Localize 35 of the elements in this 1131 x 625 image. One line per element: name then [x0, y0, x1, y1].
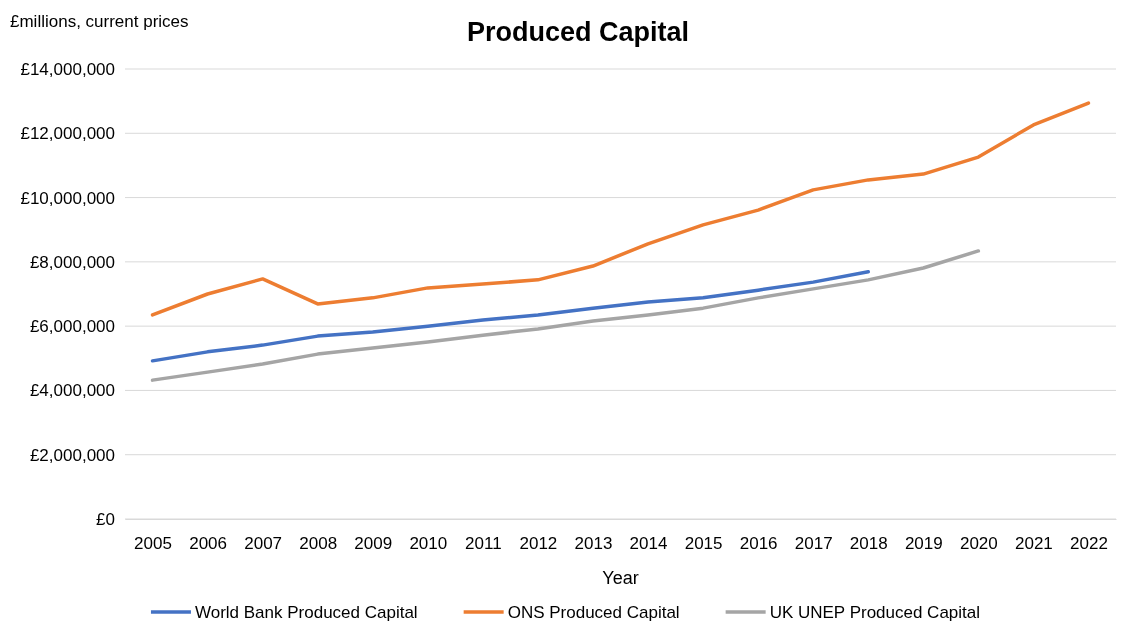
chart-title: Produced Capital: [466, 17, 690, 47]
y-tick-label: £8,000,000: [29, 252, 115, 272]
x-tick-label: 2022: [1070, 534, 1108, 554]
x-tick-label: 2012: [519, 534, 558, 554]
x-tick-label: 2006: [189, 534, 227, 554]
line-series: [150, 270, 870, 363]
x-tick-label: 2017: [794, 534, 833, 554]
y-tick-label: £4,000,000: [29, 381, 115, 401]
x-tick-label: 2015: [684, 534, 723, 554]
x-tick-label: 2021: [1015, 534, 1053, 554]
y-tick-label: £2,000,000: [29, 445, 115, 465]
y-tick-label: £12,000,000: [20, 124, 115, 144]
x-tick-label: 2007: [244, 534, 283, 554]
y-axis-title: £millions, current prices: [10, 12, 189, 31]
y-tick-label: £6,000,000: [29, 317, 115, 337]
x-tick-label: 2010: [409, 534, 448, 554]
legend-label: UK UNEP Produced Capital: [769, 603, 981, 622]
x-tick-label: 2013: [574, 534, 613, 554]
y-tick-label: £14,000,000: [20, 59, 115, 79]
x-axis-title: Year: [602, 568, 639, 588]
x-tick-label: 2008: [299, 534, 338, 554]
x-tick-label: 2020: [959, 534, 998, 554]
x-tick-label: 2014: [629, 534, 668, 554]
x-tick-label: 2018: [849, 534, 888, 554]
y-tick-label: £10,000,000: [20, 188, 115, 208]
x-tick-label: 2011: [465, 534, 502, 554]
legend-label: World Bank Produced Capital: [194, 603, 418, 622]
x-tick-label: 2016: [739, 534, 778, 554]
x-tick-label: 2005: [134, 534, 172, 554]
x-tick-label: 2019: [904, 534, 943, 554]
line-series: [150, 101, 1091, 317]
legend-label: ONS Produced Capital: [507, 603, 680, 622]
line-series: [150, 249, 981, 382]
x-tick-label: 2009: [354, 534, 393, 554]
y-tick-label: £0: [96, 509, 115, 529]
